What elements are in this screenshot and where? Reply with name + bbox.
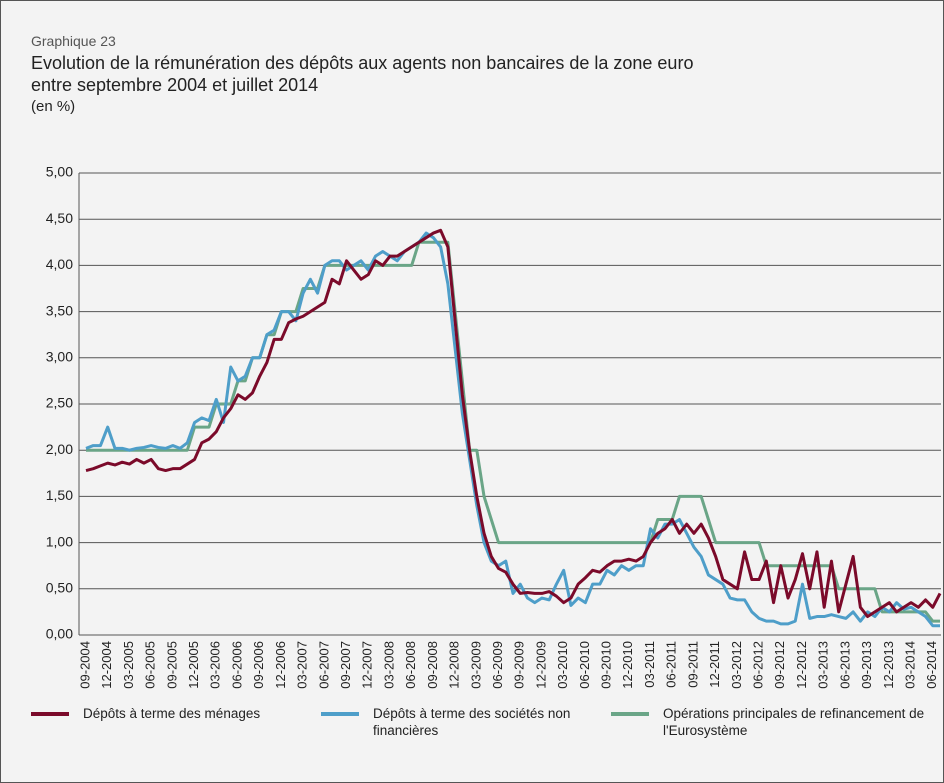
- x-tick-label: 06-2006: [229, 641, 244, 689]
- x-tick-label: 03-2005: [121, 641, 136, 689]
- x-tick-label: 03-2009: [468, 641, 483, 689]
- x-tick-label: 03-2007: [295, 641, 310, 689]
- chart: 0,00 0,50 1,00 1,50 2,00 2,50 3,00 3,50 4,00 4,50…: [46, 164, 942, 689]
- y-tick-label: 4,50: [46, 210, 73, 226]
- x-tick-label: 06-2005: [143, 641, 158, 689]
- x-tick-label: 12-2009: [533, 641, 548, 689]
- x-tick-label: 06-2010: [577, 641, 592, 689]
- legend-item: Dépôts à terme des sociétés non financiè…: [321, 705, 571, 739]
- unit-label: (en %): [31, 98, 76, 115]
- x-tick-label: 09-2008: [425, 641, 440, 689]
- y-tick-label: 5,00: [46, 164, 73, 180]
- legend-item: Opérations principales de refinancement …: [611, 705, 941, 739]
- x-tick-label: 09-2010: [599, 641, 614, 689]
- legend-label: Dépôts à terme des sociétés non financiè…: [373, 706, 571, 738]
- line-series: [85, 228, 942, 619]
- line-series: [85, 231, 940, 628]
- x-tick-label: 03-2006: [208, 641, 223, 689]
- x-tick-label: 03-2010: [555, 641, 570, 689]
- x-tick-label: 12-2012: [794, 641, 809, 689]
- legend-label: Opérations principales de refinancement …: [663, 706, 925, 738]
- x-tick-label: 09-2007: [338, 641, 353, 689]
- y-tick-label: 1,00: [46, 533, 73, 549]
- x-tick-label: 12-2008: [447, 641, 462, 689]
- y-tick-label: 1,50: [46, 487, 73, 503]
- x-tick-label: 03-2012: [729, 641, 744, 689]
- x-tick-label: 09-2012: [772, 641, 787, 689]
- x-tick-label: 03-2013: [816, 641, 831, 689]
- x-tick-label: 06-2014: [924, 641, 939, 689]
- x-tick-label: 03-2014: [902, 641, 917, 689]
- x-tick-label: 06-2012: [751, 641, 766, 689]
- x-tick-label: 12-2010: [620, 641, 635, 689]
- y-tick-label: 4,00: [46, 256, 73, 272]
- x-tick-label: 12-2013: [881, 641, 896, 689]
- chart-label: Graphique 23: [31, 33, 116, 49]
- x-tick-label: 09-2013: [859, 641, 874, 689]
- x-tick-label: 03-2011: [642, 641, 657, 688]
- y-tick-label: 2,00: [46, 441, 73, 457]
- x-tick-label: 09-2011: [685, 641, 700, 688]
- x-tick-label: 09-2009: [512, 641, 527, 689]
- y-tick-label: 0,00: [46, 626, 73, 642]
- x-tick-label: 09-2006: [251, 641, 266, 689]
- x-tick-label: 12-2005: [186, 641, 201, 689]
- legend-swatch: [31, 712, 69, 716]
- legend-swatch: [611, 712, 649, 716]
- x-tick-label: 06-2008: [403, 641, 418, 689]
- x-tick-label: 06-2011: [664, 641, 679, 688]
- y-tick-label: 3,50: [46, 302, 73, 318]
- x-tick-label: 12-2006: [273, 641, 288, 689]
- x-tick-label: 06-2007: [316, 641, 331, 689]
- y-tick-label: 2,50: [46, 395, 73, 411]
- legend-swatch: [321, 712, 359, 716]
- legend-label: Dépôts à terme des ménages: [83, 706, 261, 721]
- x-tick-label: 06-2013: [837, 641, 852, 689]
- x-tick-label: 09-2004: [77, 641, 92, 689]
- x-tick-label: 12-2011: [707, 641, 722, 688]
- x-tick-label: 06-2009: [490, 641, 505, 689]
- line-series: [86, 240, 940, 623]
- x-tick-label: 09-2005: [164, 641, 179, 689]
- chart-subtitle: entre septembre 2004 et juillet 2014: [31, 75, 319, 95]
- x-tick-label: 12-2004: [99, 641, 114, 689]
- chart-title: Evolution de la rémunération des dépôts …: [31, 53, 694, 73]
- legend-item: Dépôts à terme des ménages: [31, 705, 311, 722]
- x-tick-label: 12-2007: [360, 641, 375, 689]
- y-tick-label: 0,50: [46, 580, 73, 596]
- x-tick-label: 03-2008: [381, 641, 396, 689]
- y-tick-label: 3,00: [46, 349, 73, 365]
